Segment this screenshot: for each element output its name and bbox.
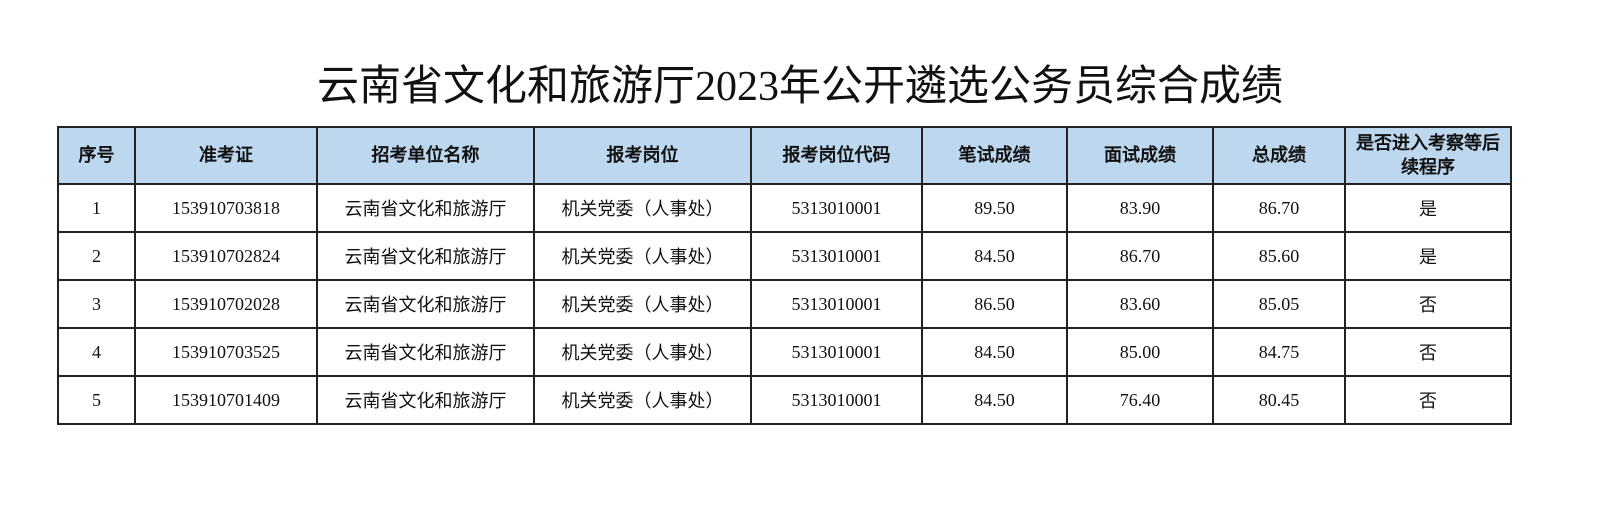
table-cell: 153910702028: [134, 279, 318, 329]
table-cell: 153910701409: [134, 375, 318, 425]
table-cell: 4: [57, 327, 136, 377]
table-cell: 85.05: [1212, 279, 1346, 329]
document-title: 云南省文化和旅游厅2023年公开遴选公务员综合成绩: [316, 64, 1283, 110]
table-cell: 153910703525: [134, 327, 318, 377]
table-cell: 85.00: [1066, 327, 1214, 377]
table-cell: 83.90: [1066, 183, 1214, 233]
table-cell: 76.40: [1066, 375, 1214, 425]
table-cell: 84.50: [921, 327, 1068, 377]
column-header: 总成绩: [1212, 126, 1346, 185]
header-row: 序号 准考证 招考单位名称 报考岗位 报考岗位代码 笔试成绩 面试成绩 总成绩 是否进入考察等后…: [57, 126, 1512, 185]
table-cell: 3: [57, 279, 136, 329]
table-row: 5 153910701409 云南省文化和旅游厅 机关党委（人事处） 531301000…: [57, 375, 1512, 425]
column-header: 笔试成绩: [921, 126, 1068, 185]
table-cell: 84.50: [921, 375, 1068, 425]
table-row: 3 153910702028 云南省文化和旅游厅 机关党委（人事处） 531301000…: [57, 279, 1512, 329]
table-cell: 是: [1344, 231, 1512, 281]
table-cell: 86.50: [921, 279, 1068, 329]
table-cell: 84.50: [921, 231, 1068, 281]
table-row: 2 153910702824 云南省文化和旅游厅 机关党委（人事处） 531301000…: [57, 231, 1512, 281]
table-cell: 是: [1344, 183, 1512, 233]
column-header: 报考岗位: [533, 126, 752, 185]
table-cell: 机关党委（人事处）: [533, 327, 752, 377]
column-header: 是否进入考察等后续程序: [1344, 126, 1512, 185]
table-cell: 86.70: [1212, 183, 1346, 233]
table-cell: 84.75: [1212, 327, 1346, 377]
column-header: 序号: [57, 126, 136, 185]
table-cell: 机关党委（人事处）: [533, 231, 752, 281]
column-header: 面试成绩: [1066, 126, 1214, 185]
table-body: 1 153910703818 云南省文化和旅游厅 机关党委（人事处） 531301000…: [57, 183, 1512, 425]
table-cell: 机关党委（人事处）: [533, 375, 752, 425]
table-cell: 2: [57, 231, 136, 281]
table-cell: 否: [1344, 375, 1512, 425]
table-cell: 云南省文化和旅游厅: [316, 327, 535, 377]
table-cell: 云南省文化和旅游厅: [316, 279, 535, 329]
table-cell: 5313010001: [750, 183, 923, 233]
table-cell: 89.50: [921, 183, 1068, 233]
table-cell: 云南省文化和旅游厅: [316, 231, 535, 281]
table-cell: 80.45: [1212, 375, 1346, 425]
table-cell: 153910702824: [134, 231, 318, 281]
table-cell: 5313010001: [750, 327, 923, 377]
table-cell: 5313010001: [750, 375, 923, 425]
table-cell: 5313010001: [750, 279, 923, 329]
table-cell: 否: [1344, 327, 1512, 377]
table-cell: 机关党委（人事处）: [533, 183, 752, 233]
table-row: 1 153910703818 云南省文化和旅游厅 机关党委（人事处） 531301000…: [57, 183, 1512, 233]
table-cell: 86.70: [1066, 231, 1214, 281]
table-cell: 85.60: [1212, 231, 1346, 281]
table-cell: 5313010001: [750, 231, 923, 281]
column-header: 准考证: [134, 126, 318, 185]
column-header: 招考单位名称: [316, 126, 535, 185]
table-cell: 5: [57, 375, 136, 425]
column-header: 报考岗位代码: [750, 126, 923, 185]
table-cell: 1: [57, 183, 136, 233]
table-cell: 机关党委（人事处）: [533, 279, 752, 329]
table-row: 4 153910703525 云南省文化和旅游厅 机关党委（人事处） 531301000…: [57, 327, 1512, 377]
table-cell: 83.60: [1066, 279, 1214, 329]
table-cell: 云南省文化和旅游厅: [316, 375, 535, 425]
table-cell: 云南省文化和旅游厅: [316, 183, 535, 233]
table-cell: 153910703818: [134, 183, 318, 233]
table-cell: 否: [1344, 279, 1512, 329]
score-table: 序号 准考证 招考单位名称 报考岗位 报考岗位代码 笔试成绩 面试成绩 总成绩 是否进入考察等后…: [57, 126, 1512, 425]
